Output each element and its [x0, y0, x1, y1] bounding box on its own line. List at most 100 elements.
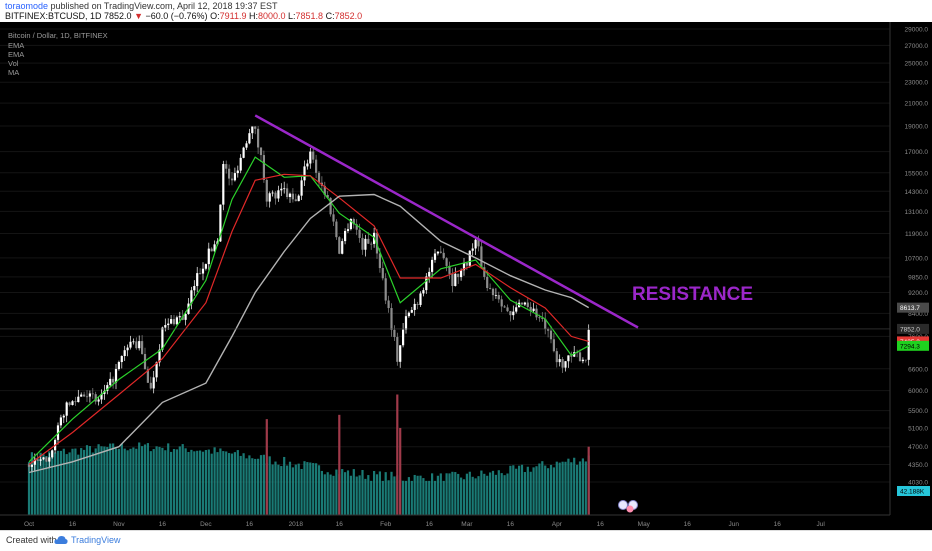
volume-bar — [552, 467, 555, 515]
candle-body — [451, 273, 454, 287]
candle-body — [393, 329, 396, 338]
volume-bar — [425, 480, 428, 515]
open-value: 7911.9 — [219, 11, 247, 21]
candle-body — [326, 195, 329, 198]
candle-body — [335, 221, 338, 238]
volume-bar — [578, 461, 582, 515]
candle-body — [491, 288, 495, 296]
candle-body — [436, 251, 439, 254]
price-chart[interactable]: 29000.0 27000.0 25000.0 23000.0 21000.0 19000… — [0, 22, 932, 530]
candle-body — [497, 295, 500, 300]
candle-body — [587, 329, 590, 360]
candle-body — [117, 362, 120, 370]
tradingview-cloud-icon — [54, 536, 68, 544]
volume-bar — [317, 465, 321, 515]
volume-bar — [393, 476, 396, 515]
candle-body — [291, 193, 294, 200]
chart-area[interactable]: 29000.0 27000.0 25000.0 23000.0 21000.0 19000… — [0, 22, 932, 530]
volume-bar — [387, 480, 390, 515]
gridlines — [0, 28, 890, 483]
volume-bar — [120, 443, 123, 515]
publish-text: published on TradingView.com, April 12, … — [48, 1, 278, 11]
volume-bar — [344, 472, 347, 515]
volume-bar — [448, 473, 451, 515]
candle-body — [315, 159, 318, 173]
y-tick-label: 5500.0 — [908, 408, 928, 415]
volume-bar — [549, 464, 553, 515]
volume-bar — [480, 470, 483, 515]
time-axis: Oct 16 Nov 16 Dec 16 2018 16 Feb 16 Mar 16 Apr 16 May 1… — [24, 521, 825, 528]
candle-body — [509, 311, 512, 316]
y-tick-label: 6000.0 — [908, 388, 928, 395]
candle-body — [204, 264, 207, 269]
candle-body — [257, 128, 260, 148]
author-link[interactable]: toraomode — [5, 1, 49, 11]
volume-bar — [164, 450, 167, 515]
resistance-line[interactable] — [254, 114, 639, 329]
volume-bar — [573, 457, 576, 515]
y-tick-label: 15500.0 — [905, 170, 929, 177]
legend-ma[interactable]: MA — [8, 68, 19, 77]
candle-body — [172, 319, 176, 325]
symbol-info: BITFINEX:BTCUSD, 1D 7852.0 ▼ −60.0 (−0.7… — [5, 11, 362, 21]
volume-bar — [216, 452, 219, 515]
candle-body — [419, 293, 422, 305]
volume-bar — [584, 461, 587, 515]
symbol-line[interactable]: BITFINEX:BTCUSD, 1D — [5, 11, 102, 21]
candle-body — [317, 172, 321, 183]
volume-bar — [248, 455, 251, 515]
candle-body — [88, 393, 91, 397]
candle-body — [381, 268, 384, 279]
candle-body — [396, 337, 399, 362]
volume-bar — [143, 444, 147, 515]
candle-body — [286, 188, 289, 198]
candle-body — [135, 341, 138, 349]
volume-bar — [277, 464, 280, 515]
volume-bar — [193, 451, 196, 515]
price-axis: 29000.0 27000.0 25000.0 23000.0 21000.0 19000… — [905, 27, 929, 487]
candle-body — [91, 393, 94, 395]
candle-body — [515, 307, 518, 312]
candle-body — [45, 457, 48, 462]
volume-bar — [48, 451, 51, 515]
candle-body — [361, 237, 364, 250]
volume-bar — [297, 463, 300, 515]
volume-bar — [219, 448, 222, 515]
candle-body — [271, 192, 274, 194]
y-tick-label: 17000.0 — [905, 149, 929, 156]
volume-bar — [457, 473, 460, 515]
volume-bar — [416, 475, 419, 515]
candle-body — [83, 394, 86, 397]
candle-body — [442, 252, 445, 259]
volume-bar — [535, 466, 538, 515]
volume-bar — [532, 467, 535, 515]
candle-body — [62, 415, 65, 418]
candle-body — [149, 382, 152, 389]
candle-body — [146, 369, 149, 383]
volume-bar — [172, 448, 176, 515]
volume-bar — [320, 470, 323, 515]
volume-bar — [335, 469, 338, 515]
volume-bar — [114, 448, 118, 515]
candle-body — [225, 164, 228, 169]
candle-body — [184, 313, 187, 320]
candle-body — [520, 302, 524, 305]
candle-body — [567, 355, 570, 362]
y-tick-label: 4350.0 — [908, 462, 928, 469]
candle-body — [219, 204, 222, 242]
volume-bar — [135, 448, 138, 515]
candle-body — [36, 459, 39, 461]
volume-bar — [309, 462, 312, 515]
resistance-line-group — [254, 114, 639, 329]
ema-fast-line — [28, 156, 589, 463]
candle-body — [445, 258, 448, 266]
tradingview-brand[interactable]: TradingView — [71, 535, 121, 545]
legend-vol[interactable]: Vol — [8, 59, 19, 68]
candle-body — [207, 248, 210, 265]
legend-ema-slow[interactable]: EMA — [8, 50, 24, 59]
candle-body — [155, 362, 158, 378]
volume-bar — [187, 451, 190, 515]
y-tick-label: 13100.0 — [905, 209, 929, 216]
candle-body — [413, 303, 416, 310]
legend-ema-fast[interactable]: EMA — [8, 41, 24, 50]
